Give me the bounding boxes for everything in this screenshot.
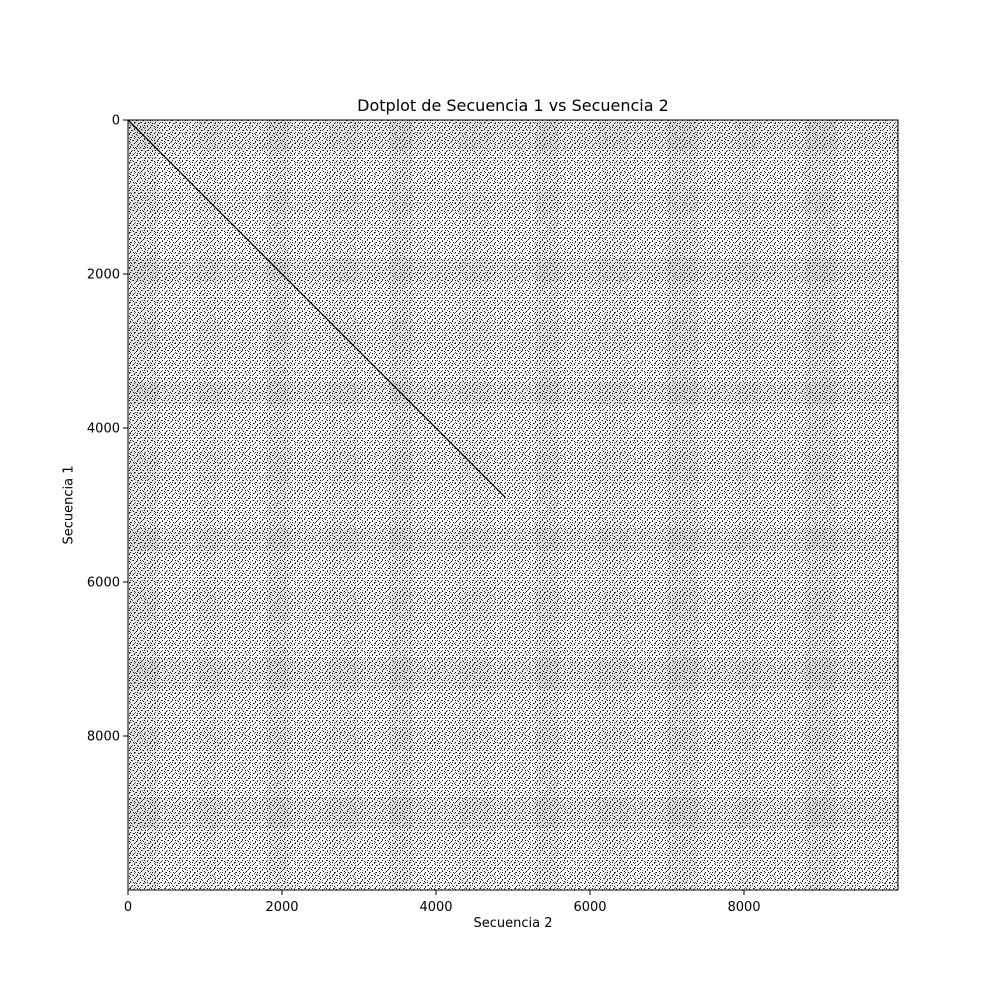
y-axis: 0 2000 4000 6000 8000 (87, 114, 128, 745)
y-tick-label: 2000 (87, 268, 120, 283)
y-axis-label: Secuencia 1 (61, 465, 77, 545)
x-tick-label: 4000 (419, 900, 452, 915)
dotplot-horizontal-band (128, 590, 898, 621)
x-tick-label: 0 (124, 900, 132, 915)
dotplot-horizontal-band (128, 120, 898, 151)
dotplot-horizontal-band (128, 320, 898, 351)
y-tick-label: 6000 (87, 576, 120, 591)
dotplot-vertical-band (128, 120, 159, 890)
chart-title: Dotplot de Secuencia 1 vs Secuencia 2 (357, 96, 669, 115)
diagonal-match-line (128, 120, 506, 498)
dotplot-matrix (128, 120, 898, 890)
dotplot-horizontal-band (128, 528, 898, 552)
dotplot-horizontal-band (128, 258, 898, 282)
dotplot-horizontal-band (128, 797, 898, 829)
dotplot-vertical-band (736, 120, 760, 890)
y-tick-label: 8000 (87, 730, 120, 745)
dotplot-vertical-band (266, 120, 290, 890)
y-tick-label: 4000 (87, 422, 120, 437)
plot-frame (127, 119, 899, 891)
dotplot-vertical-band (536, 120, 560, 890)
dotplot-vertical-band (597, 120, 629, 890)
dotplot-vertical-band (459, 120, 490, 890)
dotplot-horizontal-band (128, 728, 898, 751)
dotplot-horizontal-band (128, 189, 898, 212)
dotplot-vertical-band (805, 120, 837, 890)
dotplot-horizontal-band (128, 451, 898, 482)
dotplot-vertical-band (667, 120, 698, 890)
dotplot-vertical-band (328, 120, 359, 890)
y-tick-label: 0 (112, 114, 120, 129)
dotplot-horizontal-band (128, 659, 898, 690)
x-axis: 0 2000 4000 6000 8000 (124, 890, 761, 915)
x-tick-label: 6000 (573, 900, 606, 915)
dotplot-vertical-band (197, 120, 221, 890)
x-axis-label: Secuencia 2 (473, 916, 553, 931)
x-tick-label: 8000 (727, 900, 760, 915)
x-tick-label: 2000 (265, 900, 298, 915)
dotplot-horizontal-band (128, 381, 898, 405)
dotplot-vertical-band (389, 120, 413, 890)
